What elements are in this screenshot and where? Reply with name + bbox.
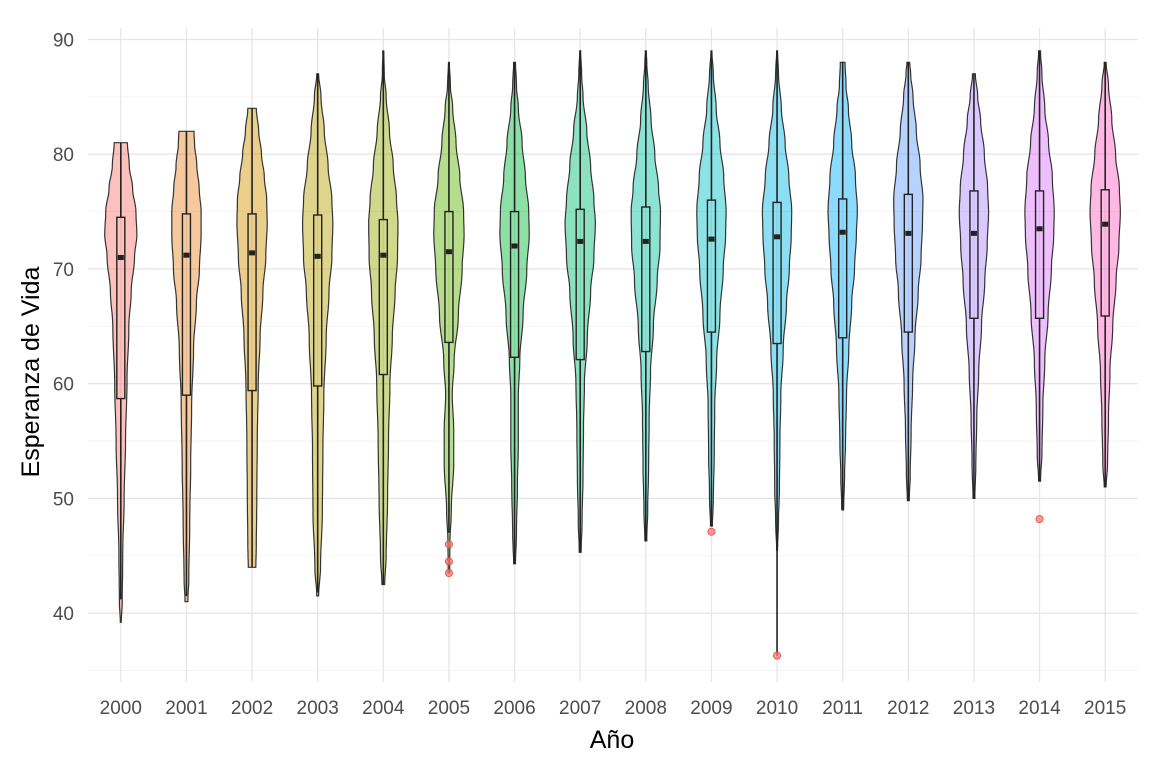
median-marker (577, 238, 584, 244)
violin-2003 (302, 73, 334, 597)
x-tick-label: 2012 (887, 698, 929, 719)
box (509, 210, 520, 358)
x-tick-labels: 2000 2001 2002 2003 2004 2005 2006 2007 2008 2009… (100, 698, 1127, 719)
violin-body (761, 50, 793, 551)
box (312, 214, 323, 387)
x-tick-label: 2014 (1018, 698, 1061, 719)
x-tick-label: 2002 (231, 698, 273, 719)
violin-2005 (433, 61, 465, 578)
x-tick-label: 2000 (100, 698, 142, 719)
x-tick-label: 2004 (362, 698, 405, 719)
violin-body (827, 61, 858, 511)
box (116, 216, 126, 400)
x-tick-label: 2009 (690, 698, 732, 719)
median-marker (708, 236, 715, 242)
box (575, 208, 585, 361)
box (837, 198, 848, 339)
outlier-point (773, 651, 782, 660)
violin-body (564, 50, 596, 553)
outlier-point (707, 527, 716, 536)
x-tick-label: 2001 (165, 698, 207, 719)
violin-2009 (696, 50, 727, 536)
violin-2011 (827, 61, 858, 511)
box (247, 213, 257, 392)
median-marker (1036, 226, 1043, 232)
box (969, 190, 979, 319)
box (378, 218, 389, 376)
outlier-point (444, 540, 453, 549)
box (181, 213, 192, 396)
x-tick-label: 2007 (559, 698, 601, 719)
violin-2013 (958, 73, 990, 499)
y-tick-labels: 40 50 60 70 80 90 (53, 30, 74, 625)
box (1034, 190, 1045, 319)
violin-2015 (1089, 61, 1121, 488)
x-tick-label: 2005 (428, 698, 470, 719)
box (641, 206, 651, 353)
median-marker (1102, 221, 1109, 227)
violin-2007 (564, 50, 596, 553)
box (444, 210, 454, 344)
violin-2006 (499, 61, 530, 565)
median-marker (839, 229, 846, 235)
x-tick-label: 2003 (297, 698, 339, 719)
violin-2008 (630, 50, 662, 542)
box (903, 193, 914, 333)
x-tick-label: 2015 (1084, 698, 1126, 719)
violin-body (104, 142, 138, 623)
violin-body (236, 107, 268, 568)
y-tick-label: 90 (53, 30, 74, 51)
median-marker (249, 250, 256, 256)
x-tick-label: 2011 (822, 698, 863, 719)
violin-2000 (104, 142, 138, 623)
median-marker (314, 253, 321, 259)
median-marker (905, 230, 912, 236)
violin-body (696, 50, 727, 527)
violin-body (302, 73, 334, 597)
violin-body (368, 50, 399, 586)
violin-body (1024, 50, 1055, 482)
outlier-point (444, 557, 453, 566)
violin-body (893, 61, 924, 502)
x-tick-label: 2008 (625, 698, 667, 719)
median-marker (445, 249, 452, 255)
outlier-point (1035, 515, 1044, 524)
median-marker (774, 234, 781, 240)
y-tick-label: 70 (53, 260, 74, 281)
y-tick-label: 50 (53, 489, 74, 510)
median-marker (642, 238, 649, 244)
violin-2012 (893, 61, 924, 502)
y-tick-label: 40 (53, 604, 74, 625)
x-tick-label: 2010 (756, 698, 798, 719)
violin-2004 (368, 50, 399, 586)
violin-body (958, 73, 990, 499)
violin-body (1089, 61, 1121, 488)
y-tick-label: 60 (53, 375, 74, 396)
y-axis-title: Esperanza de Vida (17, 267, 45, 478)
median-marker (511, 243, 518, 249)
violin-body (499, 61, 530, 565)
box (772, 201, 782, 345)
box (706, 199, 717, 333)
violin-2001 (171, 130, 202, 603)
violin-2002 (236, 107, 268, 568)
x-tick-label: 2006 (493, 698, 535, 719)
x-axis-title: Año (590, 726, 634, 754)
violin-2010 (761, 50, 793, 660)
median-marker (970, 230, 977, 236)
outlier-point (444, 569, 453, 578)
median-marker (117, 254, 124, 260)
violin-body (171, 130, 202, 603)
violins (104, 50, 1121, 660)
violin-2014 (1024, 50, 1055, 524)
violin-body (433, 61, 465, 574)
violin-body (630, 50, 662, 542)
box (1100, 189, 1110, 317)
x-tick-label: 2013 (953, 698, 995, 719)
median-marker (380, 252, 387, 258)
y-tick-label: 80 (53, 145, 74, 166)
median-marker (183, 252, 190, 258)
